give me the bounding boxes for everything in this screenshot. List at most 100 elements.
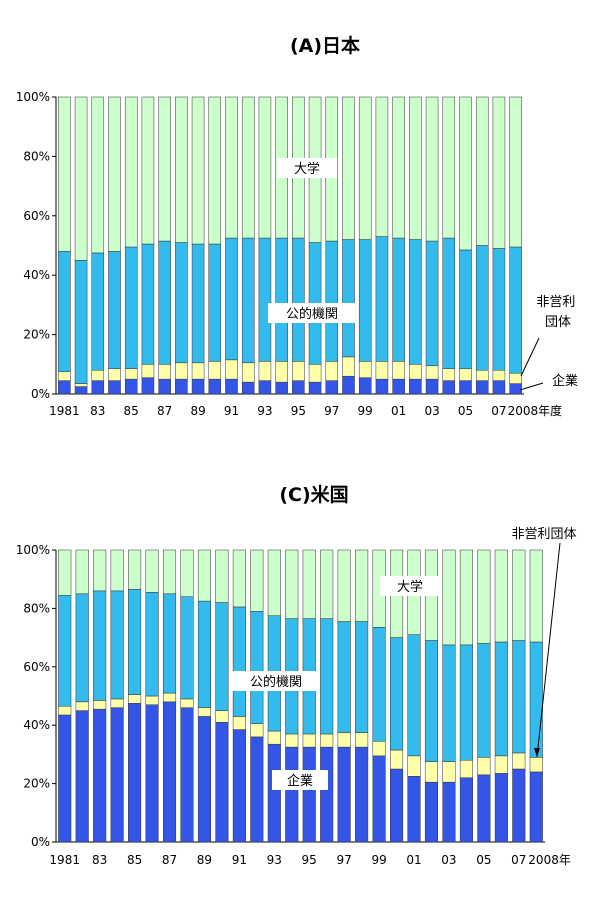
bar-segment-university — [93, 549, 107, 592]
bar-segment-university — [124, 96, 138, 248]
bar-segment-company — [492, 380, 506, 395]
bar-segment-university — [425, 96, 439, 242]
bar-segment-university — [141, 96, 155, 245]
label-bg-company — [272, 770, 328, 790]
bar-segment-public — [215, 602, 229, 711]
bar-segment-public — [124, 246, 138, 370]
bar-segment-nonprofit — [320, 733, 334, 748]
bar-segment-university — [180, 549, 194, 597]
bar-segment-company — [74, 386, 88, 395]
bar-segment-public — [442, 237, 456, 369]
bar-segment-public — [128, 589, 142, 695]
bar-segment-university — [475, 96, 489, 246]
bar-segment-nonprofit — [459, 759, 473, 779]
bar-segment-public — [58, 595, 72, 707]
bar-segment-nonprofit — [267, 730, 281, 745]
bar-segment-nonprofit — [509, 372, 522, 384]
x-tick-label: 95 — [291, 404, 306, 418]
bar-segment-nonprofit — [512, 752, 526, 770]
bar-segment-university — [267, 549, 281, 616]
bar-segment-public — [250, 611, 264, 724]
bar-segment-company — [93, 708, 107, 843]
bar-segment-company — [512, 768, 526, 843]
x-tick-label: 83 — [92, 853, 107, 867]
x-end-label: 2008年 — [528, 853, 571, 867]
bar-segment-university — [492, 96, 506, 249]
bar-segment-company — [325, 380, 339, 395]
x-tick-label: 87 — [157, 404, 172, 418]
bar-segment-company — [459, 380, 472, 395]
bar-segment-university — [162, 549, 177, 595]
annotation-nonprofit: 非営利団体 — [511, 527, 576, 542]
label-bg-university — [380, 576, 440, 596]
bar-segment-company — [509, 383, 522, 395]
bar-segment-company — [285, 746, 299, 843]
bar-segment-public — [175, 242, 188, 364]
bar-segment-nonprofit — [197, 707, 211, 717]
x-tick-label: 01 — [391, 404, 406, 418]
bar-segment-nonprofit — [308, 364, 322, 383]
bar-segment-university — [509, 96, 522, 248]
x-tick-label: 97 — [324, 404, 339, 418]
bar-segment-nonprofit — [407, 755, 421, 777]
bar-segment-public — [459, 249, 472, 370]
x-tick-label: 91 — [224, 404, 239, 418]
bar-segment-university — [225, 96, 238, 239]
x-tick-label: 01 — [406, 853, 421, 867]
bar-segment-public — [325, 240, 339, 362]
bar-segment-public — [158, 240, 171, 365]
bar-segment-public — [392, 237, 405, 362]
bar-segment-university — [477, 549, 491, 644]
bar-segment-company — [337, 746, 351, 843]
bar-segment-university — [285, 549, 299, 619]
bar-segment-nonprofit — [302, 733, 316, 748]
bar-segment-nonprofit — [325, 361, 339, 381]
bar-segment-company — [225, 378, 238, 395]
x-tick-label: 07 — [491, 404, 506, 418]
chart-usa: (C)米国 0% 20% 40% 60% 80% 100% 1981 83 85 87 89 91 93… — [16, 483, 577, 867]
bar-segment-university — [128, 549, 142, 590]
bar-segment-company — [175, 378, 188, 395]
bar-segment-public — [407, 634, 421, 757]
chart-japan-ticks: 0% 20% 40% 60% 80% 100% 1981 83 85 87 89 91 93 95 97 99… — [16, 90, 562, 418]
bar-segment-public — [75, 593, 89, 703]
bar-segment-nonprofit — [390, 749, 404, 770]
annotation-nonprofit-line1: 非営利 — [536, 295, 575, 310]
bar-segment-public — [110, 590, 124, 700]
y-tick-label: 80% — [23, 149, 50, 163]
bar-segment-public — [475, 245, 489, 371]
bar-segment-public — [375, 236, 389, 362]
bar-segment-company — [459, 777, 473, 843]
bar-segment-public — [258, 237, 272, 362]
bar-segment-public — [342, 239, 355, 358]
bar-segment-nonprofit — [145, 695, 159, 706]
bar-segment-university — [342, 96, 355, 240]
y-tick-label: 100% — [16, 90, 50, 104]
bar-segment-public — [225, 237, 238, 361]
bar-segment-university — [215, 549, 229, 603]
bar-segment-company — [215, 722, 229, 843]
bar-segment-public — [208, 243, 222, 362]
bar-segment-company — [342, 375, 355, 395]
bar-segment-company — [232, 729, 246, 843]
bar-segment-nonprofit — [425, 365, 439, 380]
bar-segment-company — [372, 755, 386, 843]
bar-segment-university — [58, 96, 71, 252]
annotation-company: 企業 — [552, 373, 578, 389]
bar-segment-public — [93, 590, 107, 701]
bar-segment-company — [191, 378, 205, 395]
bar-segment-nonprofit — [258, 361, 272, 381]
bar-segment-nonprofit — [275, 361, 288, 383]
bar-segment-university — [191, 96, 205, 245]
bar-segment-company — [275, 381, 288, 395]
bar-segment-university — [494, 549, 508, 643]
bar-segment-nonprofit — [232, 716, 246, 730]
bar-segment-public — [459, 644, 473, 761]
y-tick-label: 60% — [23, 209, 50, 223]
bar-segment-company — [141, 377, 155, 395]
y-tick-label: 40% — [23, 268, 50, 282]
bar-segment-nonprofit — [91, 369, 105, 381]
chart-usa-ticks: 0% 20% 40% 60% 80% 100% 1981 83 85 87 89 91 93 95 97 99… — [16, 543, 571, 867]
bar-segment-university — [232, 549, 246, 608]
bar-segment-nonprofit — [409, 364, 422, 380]
